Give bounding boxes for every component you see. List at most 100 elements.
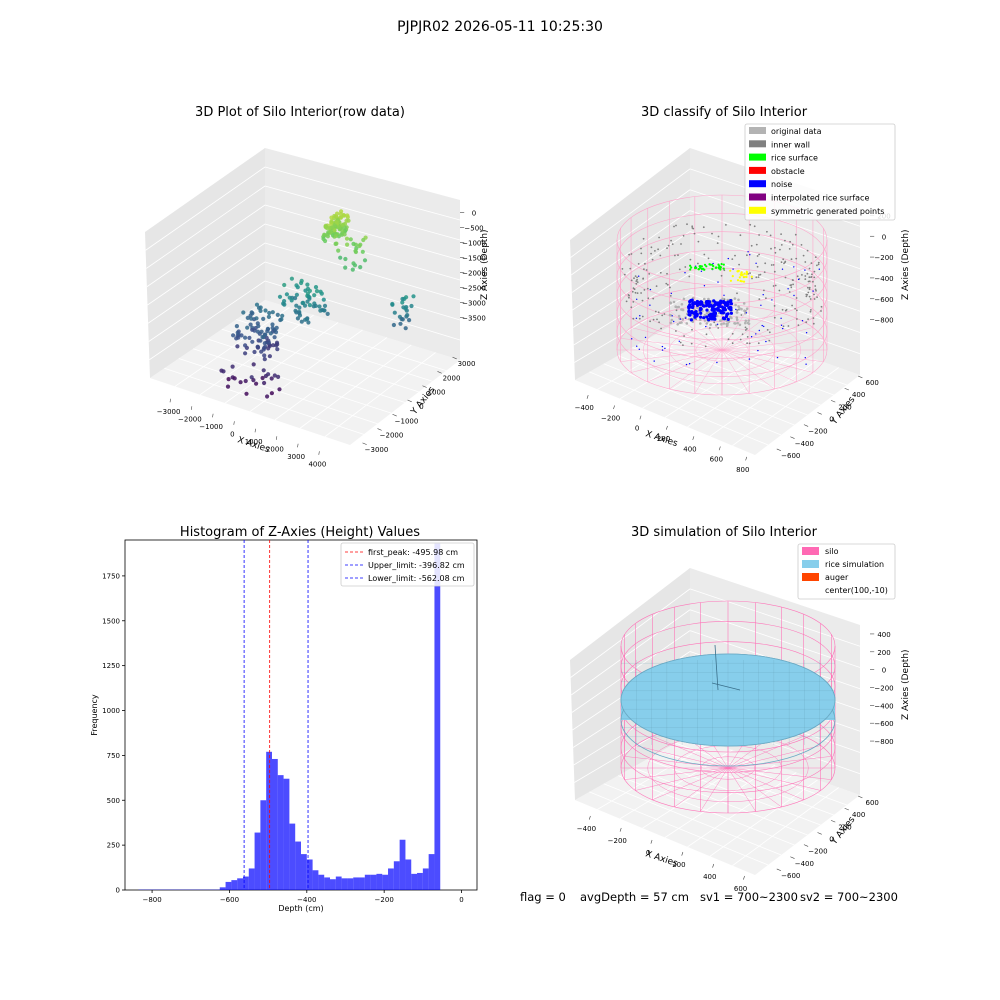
inner-wall-point: [691, 328, 693, 331]
legend-swatch: [749, 127, 766, 134]
panel-classify: 3D classify of Silo Interior −400−200020…: [570, 105, 911, 474]
inner-wall-point: [807, 291, 810, 294]
x-tick-label: −200: [608, 837, 627, 845]
data-point: [273, 330, 279, 335]
rice-surface-point: [690, 266, 693, 269]
grid-line: [571, 609, 691, 696]
floor-pane: [150, 300, 460, 445]
rice-surface-point: [722, 263, 725, 266]
inner-wall-point: [739, 234, 742, 237]
original-point: [744, 321, 747, 325]
panel2-silo-wireframe: [616, 194, 828, 396]
inner-wall-point: [811, 273, 813, 276]
noise-point: [722, 301, 726, 305]
noise-point: [635, 317, 638, 319]
data-point: [275, 342, 280, 347]
y-tick-label: −200: [808, 848, 827, 856]
inner-wall-point: [795, 297, 798, 299]
noise-point: [631, 338, 633, 340]
grid-line: [646, 759, 821, 826]
original-point: [733, 297, 737, 300]
noise-point: [771, 299, 773, 301]
x-tick-label-mark: [743, 875, 745, 880]
data-point: [250, 327, 255, 332]
noise-point: [685, 363, 688, 366]
data-point: [305, 282, 310, 287]
noise-point: [747, 251, 749, 253]
original-point: [725, 322, 728, 326]
inner-wall-point: [738, 263, 740, 266]
noise-point: [720, 305, 724, 309]
x-tick-label-mark: [650, 839, 653, 844]
noise-point: [694, 310, 698, 314]
inner-wall-point: [716, 242, 719, 245]
left-pane: [145, 148, 265, 378]
grid-line: [264, 204, 461, 261]
noise-point: [793, 266, 795, 268]
inner-wall-point: [625, 300, 628, 303]
histogram-bar: [382, 874, 389, 890]
data-point: [350, 267, 355, 272]
histogram-bar: [388, 868, 394, 890]
data-point: [322, 232, 327, 237]
inner-wall-point: [820, 310, 822, 312]
x-tick-label: 0: [646, 849, 650, 857]
histogram-axes-frame: [124, 539, 478, 891]
x-tick-label: −400: [575, 404, 594, 412]
inner-wall-point: [705, 333, 708, 336]
histogram-bar: [428, 854, 435, 890]
data-point: [254, 316, 259, 321]
data-point: [360, 249, 365, 254]
inner-wall-point: [727, 338, 730, 341]
x-tick-label-mark: [619, 827, 622, 832]
histogram-x-label: Depth (cm): [278, 904, 323, 913]
inner-wall-point: [770, 264, 773, 266]
inner-wall-point: [796, 318, 798, 320]
noise-point: [812, 290, 814, 292]
legend-label: auger: [825, 573, 849, 582]
noise-point: [710, 308, 714, 312]
data-point: [267, 310, 272, 316]
inner-wall-point: [810, 262, 813, 264]
inner-wall-point: [670, 239, 672, 242]
y-tick-label: 0: [419, 403, 423, 411]
x-tick-label: 400: [703, 873, 716, 881]
data-point: [299, 278, 304, 283]
z-tick-label: −3000: [462, 300, 486, 308]
panel-simulation: 3D simulation of Silo Interior −400−2000…: [570, 525, 911, 893]
rice-surface-point: [717, 263, 720, 266]
x-tick-label-mark: [233, 421, 235, 425]
x-tick-label-mark: [254, 428, 256, 433]
histogram-bar: [225, 881, 232, 890]
histogram-legend: first_peak: -495.98 cm Upper_limit: -396.…: [340, 542, 475, 587]
data-point: [266, 314, 271, 319]
data-point: [226, 377, 231, 382]
y-tick-label: 0: [829, 416, 833, 424]
symmetric-point: [745, 270, 748, 273]
rice-surface-point: [703, 263, 707, 266]
inner-wall-point: [739, 338, 742, 341]
inner-wall-point: [675, 330, 677, 332]
noise-point: [765, 340, 767, 343]
data-point: [294, 292, 299, 297]
inner-wall-point: [749, 272, 751, 274]
data-point: [411, 294, 416, 299]
noise-point: [638, 275, 640, 277]
grid-line: [264, 261, 461, 321]
x-tick-label: 3000: [287, 453, 305, 461]
x-tick-label-mark: [297, 443, 299, 448]
data-point: [318, 308, 323, 313]
y-tick-label-mark: [858, 375, 863, 379]
inner-wall-point: [635, 280, 638, 282]
panel1-points: [219, 209, 416, 399]
inner-wall-point: [669, 295, 672, 297]
noise-point: [726, 317, 730, 321]
data-point: [241, 310, 246, 315]
data-point: [254, 302, 260, 307]
original-point: [744, 319, 748, 323]
inner-wall-point: [808, 288, 811, 291]
grid-line: [732, 367, 839, 446]
data-point: [344, 236, 350, 241]
grid-line: [274, 337, 388, 421]
noise-point: [735, 308, 737, 311]
